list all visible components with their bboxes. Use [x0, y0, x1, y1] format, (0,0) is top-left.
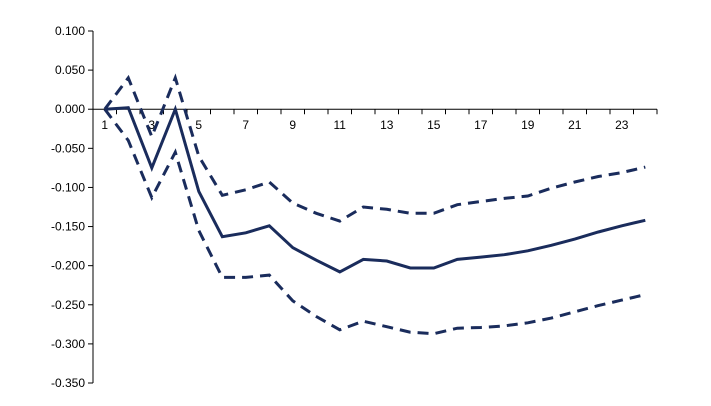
x-tick-label: 21: [568, 118, 582, 132]
x-tick-label: 1: [101, 118, 108, 132]
x-axis: 1 3 5 7 9 11 13 15 17 19 21 23: [92, 108, 658, 132]
x-tick-label: 9: [289, 118, 296, 132]
series-layer: [103, 73, 646, 336]
x-tick-label: 17: [474, 118, 488, 132]
y-tick-label: -0.200: [51, 259, 85, 273]
y-tick-label: -0.300: [51, 337, 85, 351]
x-tick-label: 23: [615, 118, 629, 132]
y-tick-label: 0.000: [55, 102, 85, 116]
y-tick-label: -0.050: [51, 141, 85, 155]
x-tick-label: 7: [242, 118, 249, 132]
series-line-band-2: [103, 108, 646, 336]
y-tick-label: -0.250: [51, 298, 85, 312]
y-tick-label: -0.150: [51, 220, 85, 234]
x-tick-label: 11: [334, 118, 347, 132]
y-tick-label: 0.100: [55, 24, 85, 38]
x-tick-label: 15: [427, 118, 441, 132]
x-tick-label: 13: [380, 118, 394, 132]
y-tick-label: -0.350: [51, 376, 85, 390]
y-tick-label: 0.050: [55, 63, 85, 77]
x-tick-label: 5: [195, 118, 202, 132]
y-axis: 0.100 0.050 0.000 -0.050 -0.100 -0.150 -0.200 -…: [51, 24, 94, 390]
series-line-response: [104, 104, 646, 274]
x-tick-label: 19: [521, 118, 535, 132]
y-tick-label: -0.100: [51, 180, 85, 194]
x-tick-label: 3: [148, 118, 155, 132]
